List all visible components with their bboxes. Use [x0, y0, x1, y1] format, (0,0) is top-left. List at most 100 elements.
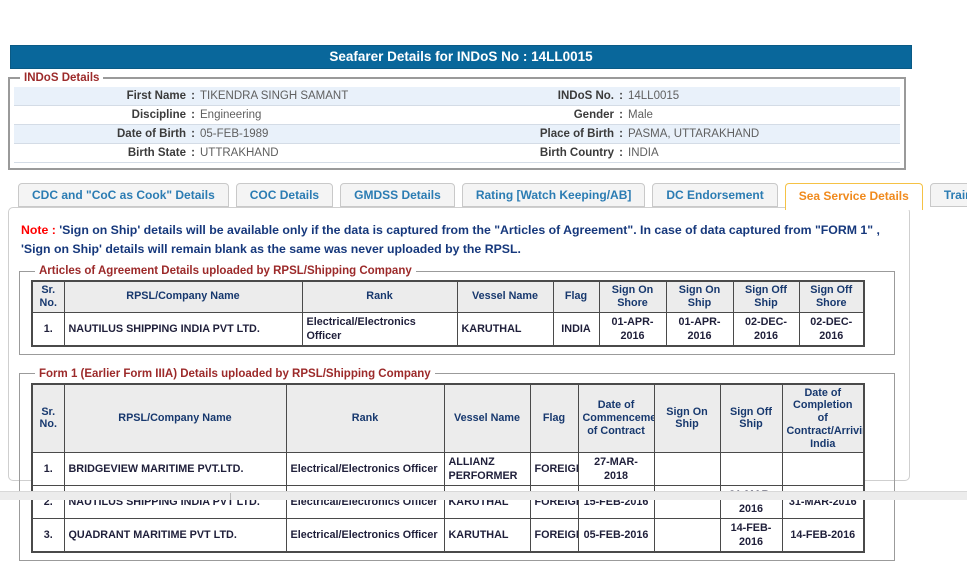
form1-legend: Form 1 (Earlier Form IIIA) Details uploa…	[39, 367, 431, 380]
cell-flag: FOREIGN	[529, 452, 579, 487]
cell-sign-off-shore: 02-DEC-2016	[798, 311, 865, 347]
separator: :	[191, 128, 195, 140]
cell-vessel: ALLIANZ PERFORMER	[443, 452, 531, 487]
cell-date-completion: 14-FEB-2016	[781, 518, 865, 553]
col-flag: Flag	[552, 280, 600, 313]
tab-sea-service-details[interactable]: Sea Service Details	[784, 183, 923, 210]
table-header-row: Sr. No. RPSL/Company Name Rank Vessel Na…	[31, 383, 865, 454]
table-row: 3. QUADRANT MARITIME PVT LTD. Electrical…	[31, 518, 865, 553]
indos-details-legend: INDoS Details	[24, 72, 100, 84]
separator: :	[619, 128, 623, 140]
cell-flag: FOREIGN	[529, 518, 579, 553]
tab-dc-endorsement[interactable]: DC Endorsement	[652, 183, 778, 207]
articles-of-agreement-legend: Articles of Agreement Details uploaded b…	[39, 265, 412, 278]
indos-row-birth-state: Birth State : UTTRAKHAND Birth Country :…	[14, 144, 900, 163]
cell-sign-on-shore: 01-APR-2016	[598, 311, 667, 347]
cell-sign-off-ship: 02-DEC-2016	[732, 311, 800, 347]
cell-flag: INDIA	[552, 311, 600, 347]
separator: :	[619, 147, 623, 159]
cell-company: NAUTILUS SHIPPING INDIA PVT LTD.	[63, 311, 303, 347]
col-rpsl-company-name: RPSL/Company Name	[63, 280, 303, 313]
articles-of-agreement-table: Sr. No. RPSL/Company Name Rank Vessel Na…	[31, 280, 865, 347]
tab-rating-watch-keeping-ab[interactable]: Rating [Watch Keeping/AB]	[461, 183, 646, 207]
date-of-birth-label: Date of Birth	[117, 128, 186, 140]
cell-date-commencement: 27-MAR-2018	[577, 452, 655, 487]
col-vessel-name: Vessel Name	[456, 280, 554, 313]
birth-country-label: Birth Country	[539, 147, 614, 159]
cell-sr-no: 1.	[31, 311, 65, 347]
birth-country-value: INDIA	[628, 147, 659, 159]
place-of-birth-value: PASMA, UTTARAKHAND	[628, 128, 760, 140]
first-name-value: TIKENDRA SINGH SAMANT	[200, 90, 349, 102]
indos-row-date-of-birth: Date of Birth : 05-FEB-1989 Place of Bir…	[14, 125, 900, 144]
col-sign-on-shore: Sign On Shore	[598, 280, 667, 313]
tab-cdc-coc-as-cook-details[interactable]: CDC and "CoC as Cook" Details	[18, 183, 229, 207]
col-flag: Flag	[529, 383, 579, 454]
col-vessel-name: Vessel Name	[443, 383, 531, 454]
cell-company: BRIDGEVIEW MARITIME PVT.LTD.	[63, 452, 287, 487]
col-sr-no: Sr. No.	[31, 280, 65, 313]
col-date-commencement: Date of Commencement of Contract	[577, 383, 655, 454]
birth-state-value: UTTRAKHAND	[200, 147, 279, 159]
cell-rank: Electrical/Electronics Officer	[285, 452, 445, 487]
col-rank: Rank	[301, 280, 458, 313]
cell-date-commencement: 05-FEB-2016	[577, 518, 655, 553]
indos-row-discipline: Discipline : Engineering Gender : Male	[14, 106, 900, 125]
page-title: Seafarer Details for INDoS No : 14LL0015	[10, 45, 912, 69]
cell-vessel: KARUTHAL	[456, 311, 554, 347]
gender-value: Male	[628, 109, 653, 121]
discipline-label: Discipline	[131, 109, 186, 121]
cell-sign-on-ship	[653, 452, 721, 487]
birth-state-label: Birth State	[127, 147, 186, 159]
sea-service-details-panel: Note : 'Sign on Ship' details will be av…	[8, 207, 910, 561]
indos-no-value: 14LL0015	[628, 90, 680, 102]
indos-details-fieldset: INDoS Details First Name : TIKENDRA SING…	[8, 72, 906, 170]
table-row: 1. BRIDGEVIEW MARITIME PVT.LTD. Electric…	[31, 452, 865, 487]
cell-sr-no: 1.	[31, 452, 65, 487]
col-sign-on-ship: Sign On Ship	[653, 383, 721, 454]
cell-company: QUADRANT MARITIME PVT LTD.	[63, 518, 287, 553]
date-of-birth-value: 05-FEB-1989	[200, 128, 269, 140]
col-date-completion: Date of Completion of Contract/Arriving …	[781, 383, 865, 454]
form1-fieldset: Form 1 (Earlier Form IIIA) Details uploa…	[19, 367, 895, 561]
col-rpsl-company-name: RPSL/Company Name	[63, 383, 287, 454]
col-sign-off-ship: Sign Off Ship	[732, 280, 800, 313]
form1-table: Sr. No. RPSL/Company Name Rank Vessel Na…	[31, 382, 865, 554]
col-sign-off-ship: Sign Off Ship	[719, 383, 783, 454]
cell-rank: Electrical/Electronics Officer	[301, 311, 458, 347]
col-sign-on-ship: Sign On Ship	[665, 280, 734, 313]
note-body: 'Sign on Ship' details will be available…	[21, 223, 880, 257]
separator: :	[619, 90, 623, 102]
discipline-value: Engineering	[200, 109, 262, 121]
place-of-birth-label: Place of Birth	[539, 128, 614, 140]
cell-sign-on-ship: 01-APR-2016	[665, 311, 734, 347]
separator: :	[191, 90, 195, 102]
indos-row-first-name: First Name : TIKENDRA SINGH SAMANT INDoS…	[14, 87, 900, 106]
separator: :	[191, 147, 195, 159]
table-header-row: Sr. No. RPSL/Company Name Rank Vessel Na…	[31, 280, 865, 313]
tab-training-details[interactable]: Training Details	[929, 183, 967, 207]
tab-gmdss-details[interactable]: GMDSS Details	[340, 183, 455, 207]
tab-coc-details[interactable]: COC Details	[235, 183, 334, 207]
cell-date-completion	[781, 452, 865, 487]
articles-of-agreement-fieldset: Articles of Agreement Details uploaded b…	[19, 265, 895, 355]
tab-bar: CDC and "CoC as Cook" Details COC Detail…	[18, 183, 967, 210]
cell-sr-no: 3.	[31, 518, 65, 553]
note-text: Note : 'Sign on Ship' details will be av…	[21, 221, 897, 259]
cell-sign-on-ship	[653, 518, 721, 553]
note-prefix: Note :	[21, 223, 56, 237]
col-sign-off-shore: Sign Off Shore	[798, 280, 865, 313]
horizontal-scrollbar[interactable]	[0, 491, 967, 500]
cell-vessel: KARUTHAL	[443, 518, 531, 553]
gender-label: Gender	[573, 109, 614, 121]
cell-sign-off-ship: 14-FEB-2016	[719, 518, 783, 553]
cell-sign-off-ship	[719, 452, 783, 487]
first-name-label: First Name	[126, 90, 186, 102]
cell-rank: Electrical/Electronics Officer	[285, 518, 445, 553]
indos-no-label: INDoS No.	[557, 90, 614, 102]
col-sr-no: Sr. No.	[31, 383, 65, 454]
table-row: 1. NAUTILUS SHIPPING INDIA PVT LTD. Elec…	[31, 311, 865, 347]
separator: :	[619, 109, 623, 121]
scrollbar-divider	[230, 493, 231, 500]
col-rank: Rank	[285, 383, 445, 454]
